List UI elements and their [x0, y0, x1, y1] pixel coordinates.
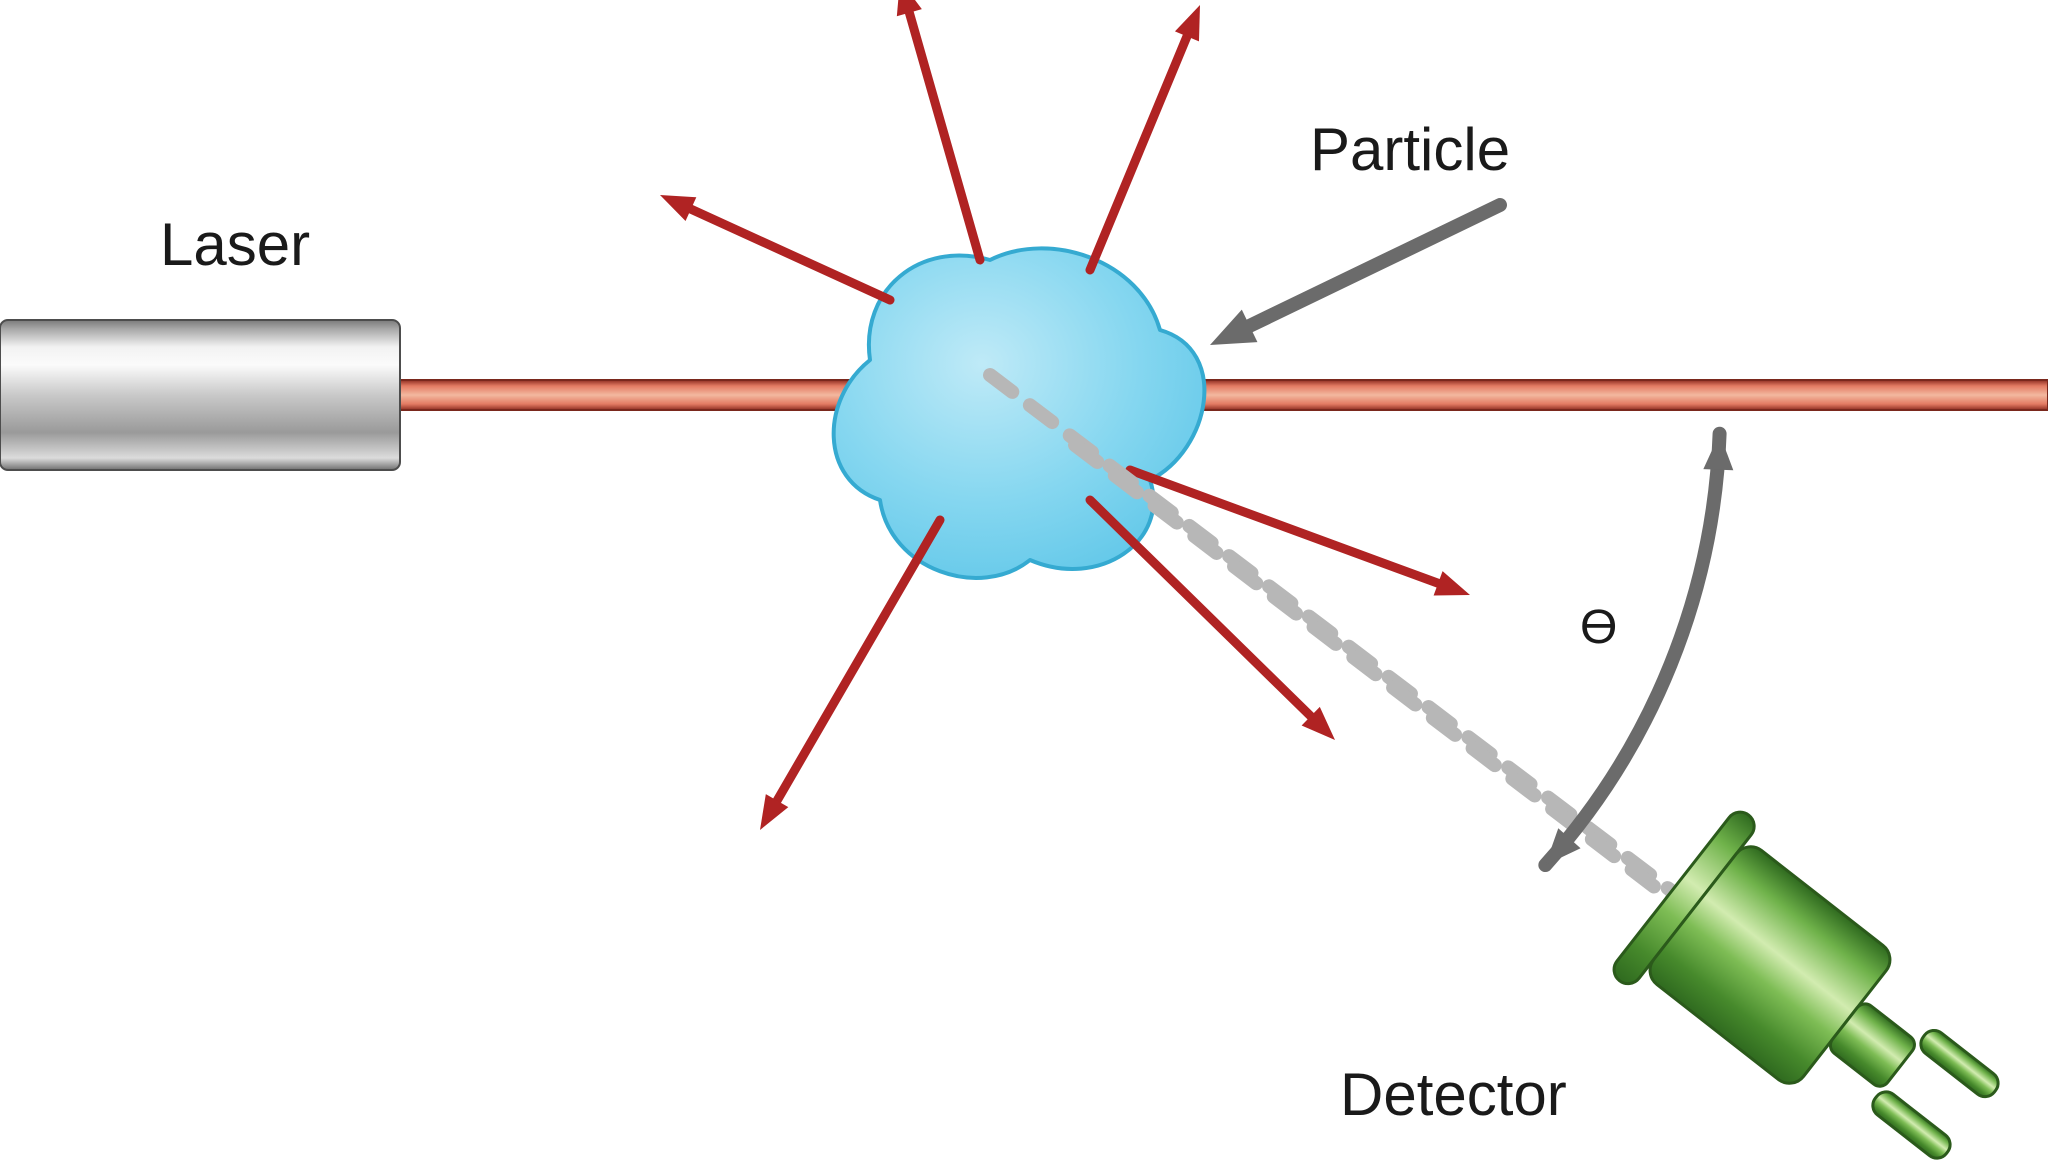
scatter-cone: [990, 375, 1770, 975]
particle-label: Particle: [1310, 115, 1510, 184]
scatter-ray-4: [1130, 470, 1470, 595]
scatter-ray-3: [760, 520, 940, 830]
scatter-ray-0: [660, 195, 890, 300]
detector-icon: [1608, 807, 2035, 1166]
scatter-ray-1: [897, 0, 980, 260]
particle-pointer-arrow: [1210, 205, 1500, 345]
angle-arc: [1545, 434, 1719, 865]
laser-label: Laser: [160, 210, 310, 279]
theta-label: ϴ: [1580, 600, 1617, 655]
laser-tube: [0, 320, 400, 470]
scatter-ray-2: [1090, 5, 1200, 270]
detector-label: Detector: [1340, 1060, 1567, 1129]
laser-beam: [400, 380, 2048, 410]
